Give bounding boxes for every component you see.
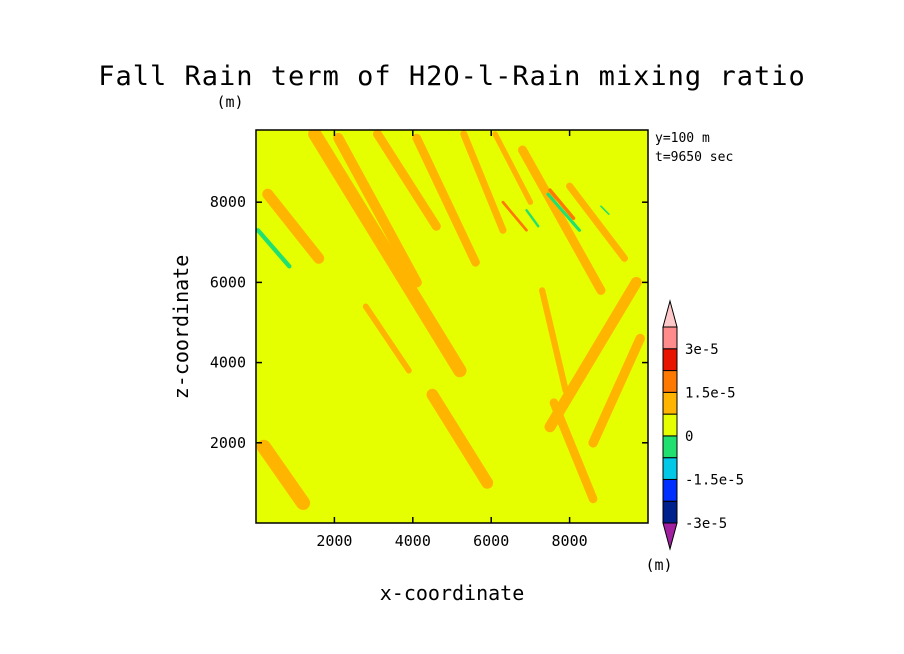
colorbar-arrow-low [662,522,678,551]
positive-band [412,133,480,267]
y-axis-unit: (m) [216,93,243,111]
colorbar-label: 1.5e-5 [685,385,736,401]
colorbar-swatch [662,413,678,437]
info-time: t=9650 sec [655,150,733,165]
colorbar-label: -3e-5 [685,516,727,532]
colorbar-swatch [662,478,678,502]
info-y-position: y=100 m [655,131,710,146]
positive-band [256,439,311,511]
x-tick-label: 8000 [552,532,588,550]
colorbar-arrow-high [662,299,678,328]
y-tick-label: 2000 [210,434,246,452]
negative-band [600,205,610,215]
x-tick-label: 4000 [395,532,431,550]
y-tick-label: 8000 [210,193,246,211]
positive-band [362,303,412,374]
positive-band [566,182,629,262]
colorbar-swatch [662,435,678,459]
positive-band [373,130,441,231]
positive-band [588,333,645,448]
plot-frame [255,129,649,524]
x-axis: 2000 4000 6000 8000 [316,130,588,550]
colorbar-unit: (m) [645,556,672,574]
chart-title: Fall Rain term of H2O-l-Rain mixing rati… [98,61,805,92]
strong-positive-band [501,200,528,232]
colorbar-label: -1.5e-5 [685,472,744,488]
plot-area [256,130,648,523]
x-tick-label: 6000 [473,532,509,550]
colorbar-label: 3e-5 [685,342,719,358]
y-axis-label: z-coordinate [169,255,193,400]
colorbar-swatch [662,457,678,480]
colorbar-swatch [662,326,678,350]
positive-band [262,188,325,264]
positive-band [539,287,569,394]
negative-band [256,228,292,269]
colorbar-swatch [662,348,678,372]
colorbar-swatch [662,391,678,415]
negative-band [525,209,540,228]
colorbar-swatch [662,370,678,393]
positive-band [518,145,606,295]
x-axis-label: x-coordinate [380,581,525,605]
colorbar-swatch [662,500,678,524]
x-tick-label: 2000 [316,532,352,550]
y-axis: 2000 4000 6000 8000 [210,193,648,452]
colorbar: 3e-5 1.5e-5 0 -1.5e-5 -3e-5 [662,299,744,551]
field-background [256,130,648,523]
positive-band [333,132,422,288]
positive-band [492,131,534,205]
negative-band [546,192,581,232]
positive-band [544,276,642,433]
positive-band [460,130,507,234]
positive-band [308,130,467,378]
y-tick-label: 4000 [210,354,246,372]
positive-band [426,388,494,489]
y-tick-label: 6000 [210,273,246,291]
strong-positive-band [548,188,576,220]
positive-band [549,398,598,504]
colorbar-label: 0 [685,429,693,445]
